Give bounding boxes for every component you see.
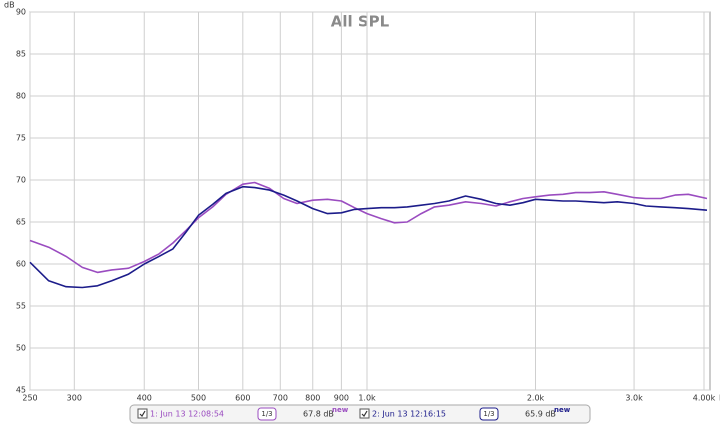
y-tick-label: 65: [16, 218, 26, 227]
smoothing-box[interactable]: [257, 407, 277, 421]
y-tick-label: 55: [16, 302, 26, 311]
y-tick-label: 70: [16, 176, 26, 185]
y-tick-label: 85: [16, 50, 26, 59]
series-line: [29, 185, 708, 289]
legend-entry: 1: Jun 13 12:08:54: [150, 410, 224, 419]
legend-entry: 2: Jun 13 12:16:15: [372, 410, 446, 419]
x-tick-label: 500: [191, 394, 206, 403]
legend-checkbox[interactable]: [359, 408, 370, 419]
x-tick-label: 1.0k: [358, 394, 376, 403]
x-tick-label: 900: [334, 394, 349, 403]
x-tick-label: 2.0k: [527, 394, 545, 403]
x-tick-label: 4.00k: [693, 394, 716, 403]
x-tick-label: 300: [67, 394, 82, 403]
x-tick-label: 700: [273, 394, 288, 403]
x-tick-label: 400: [137, 394, 152, 403]
smoothing-label: 1/3: [483, 410, 494, 418]
x-axis-unit: Hz: [719, 394, 720, 403]
chart-title: All SPL: [331, 13, 390, 31]
y-tick-label: 50: [16, 344, 26, 353]
y-tick-label: 80: [16, 92, 26, 101]
series-line: [29, 181, 708, 274]
checkmark: [139, 410, 146, 417]
new-badge: new: [554, 406, 571, 414]
x-tick-label: 600: [235, 394, 250, 403]
level-label: 67.8 dB: [303, 410, 334, 419]
y-tick-label: 45: [16, 386, 26, 395]
x-tick-label: 3.0k: [625, 394, 643, 403]
x-tick-label: 250: [22, 394, 37, 403]
y-axis-label: dB: [4, 1, 15, 10]
new-badge: new: [332, 406, 349, 414]
y-tick-label: 60: [16, 260, 26, 269]
checkmark: [361, 410, 368, 417]
y-tick-label: 90: [16, 8, 26, 17]
y-tick-label: 75: [16, 134, 26, 143]
legend-checkbox[interactable]: [137, 408, 148, 419]
plot-frame: [29, 11, 711, 391]
level-label: 65.9 dB: [525, 410, 556, 419]
smoothing-label: 1/3: [261, 410, 272, 418]
smoothing-box[interactable]: [479, 407, 499, 421]
x-tick-label: 800: [305, 394, 320, 403]
